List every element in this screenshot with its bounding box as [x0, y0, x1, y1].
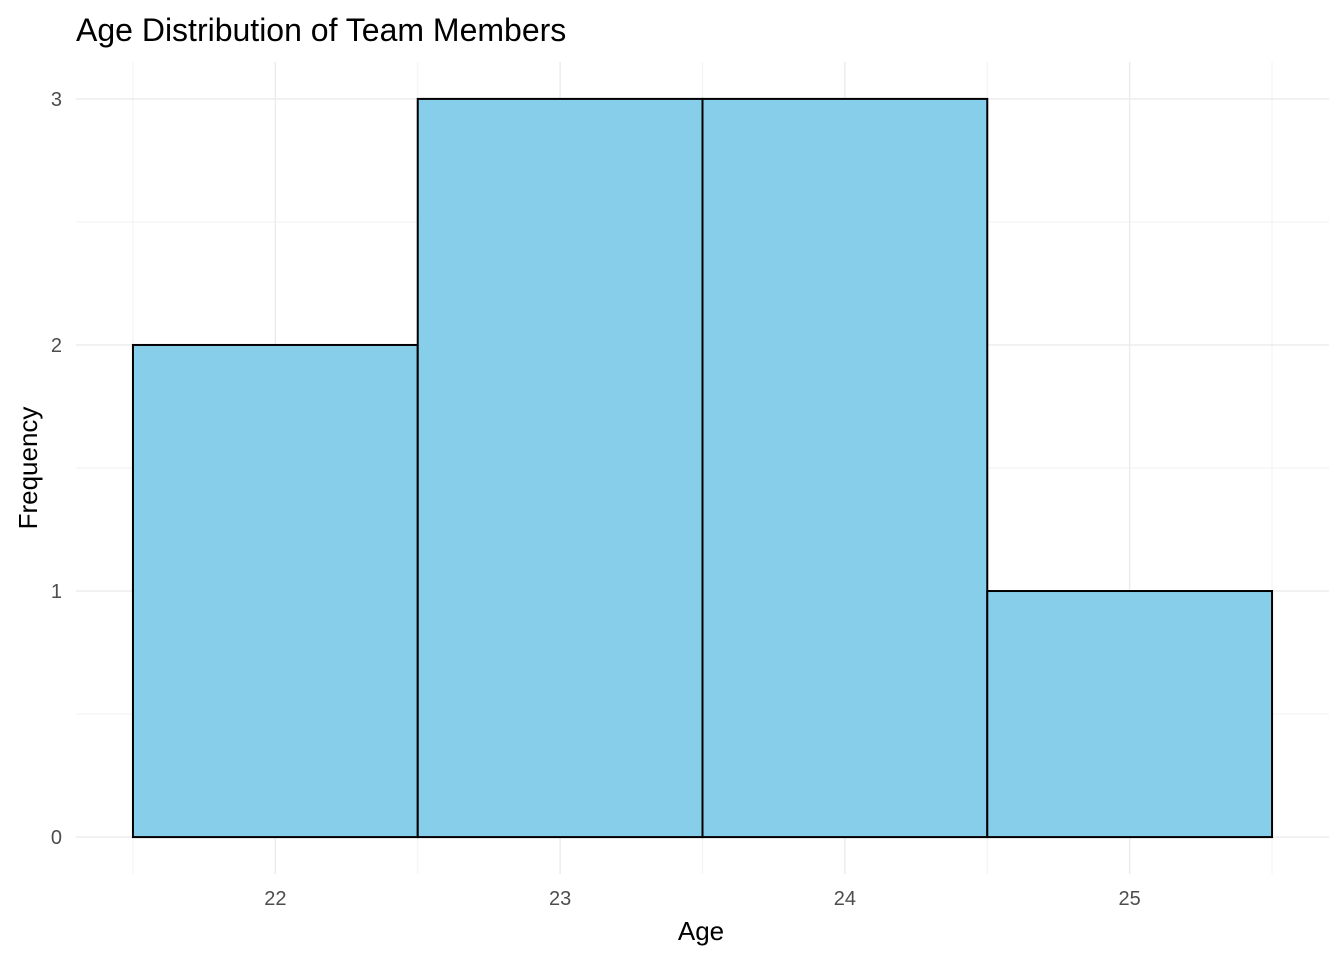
- x-tick-label: 22: [264, 888, 286, 910]
- histogram-bar: [701, 97, 989, 839]
- histogram-bars: [131, 97, 1274, 839]
- x-tick-label: 23: [549, 888, 571, 910]
- y-axis-tick-labels: 0 1 2 3: [51, 89, 62, 849]
- chart-title: Age Distribution of Team Members: [76, 12, 566, 48]
- y-tick-label: 2: [51, 335, 62, 357]
- y-tick-label: 0: [51, 827, 62, 849]
- x-axis-label: Age: [678, 916, 724, 946]
- histogram-bar: [416, 97, 704, 839]
- y-tick-label: 3: [51, 89, 62, 111]
- x-axis-tick-labels: 22 23 24 25: [264, 888, 1141, 910]
- histogram-bar: [986, 590, 1274, 839]
- histogram-bar: [131, 343, 419, 839]
- y-axis-label: Frequency: [13, 407, 43, 530]
- y-tick-label: 1: [51, 581, 62, 603]
- x-tick-label: 24: [834, 888, 856, 910]
- x-tick-label: 25: [1119, 888, 1141, 910]
